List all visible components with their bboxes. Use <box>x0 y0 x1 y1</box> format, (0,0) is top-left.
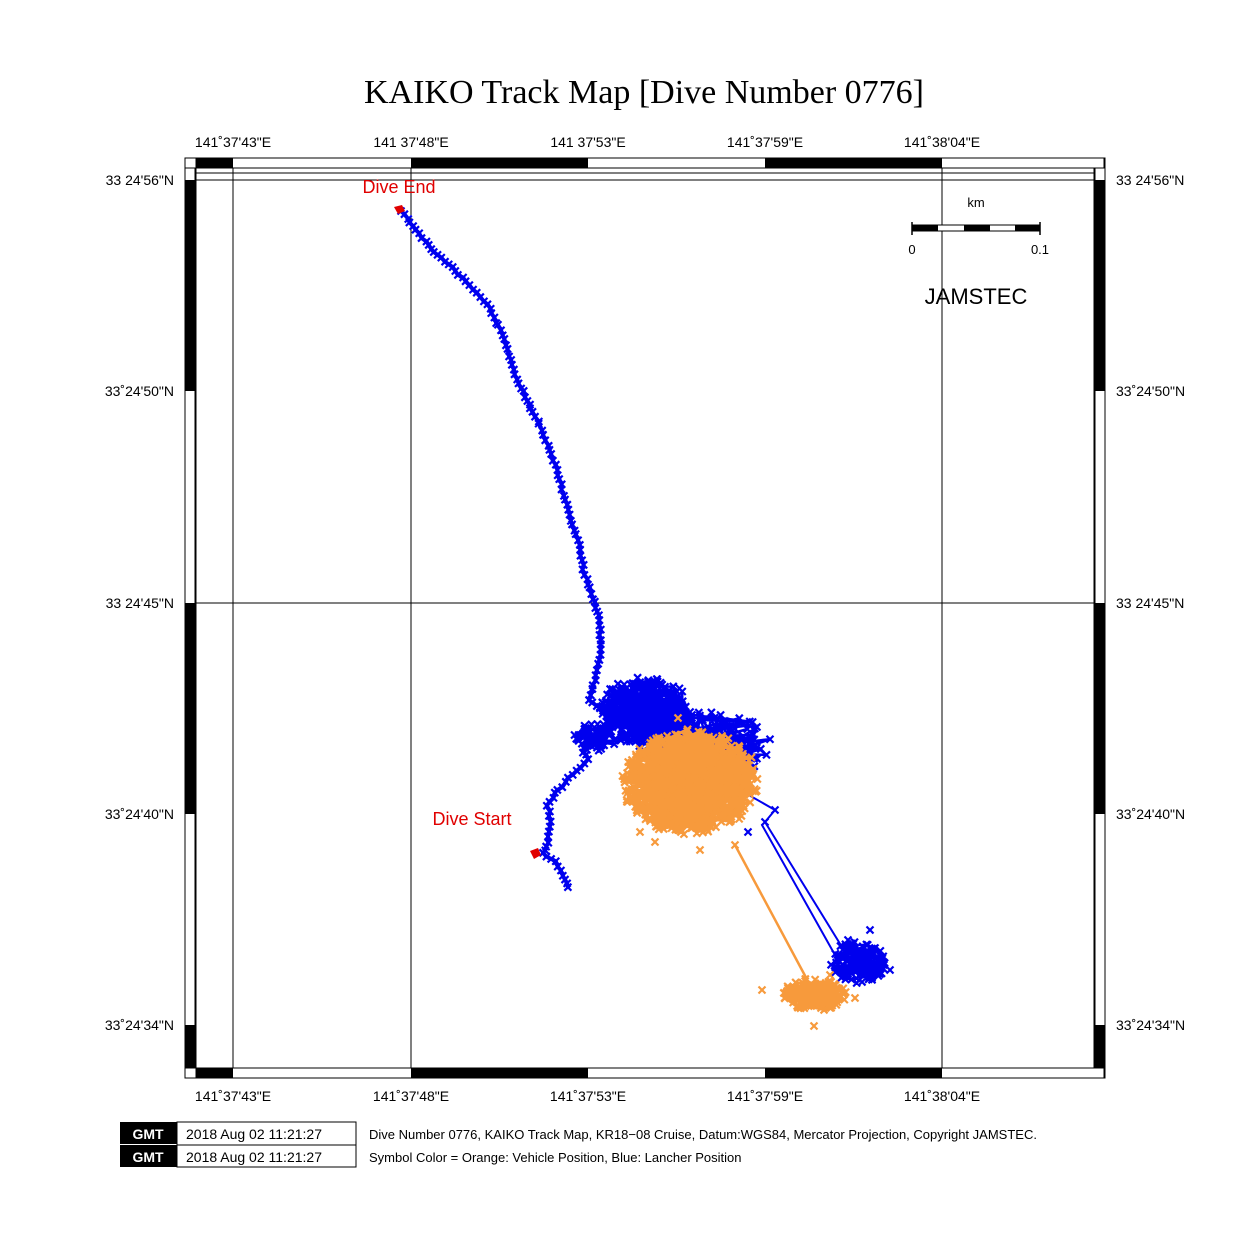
dive-start-marker <box>530 848 541 859</box>
right-tick-label: 33 24'56"N <box>1116 172 1184 188</box>
left-tick-label: 33 24'45"N <box>106 595 174 611</box>
bottom-tick-label: 141˚38'04"E <box>904 1088 980 1104</box>
bottom-tick-label: 141˚37'53"E <box>550 1088 626 1104</box>
position-markers <box>730 840 740 850</box>
scale-max-label: 0.1 <box>1031 242 1049 257</box>
right-tick-labels: 33 24'56"N 33˚24'50"N 33 24'45"N 33˚24'4… <box>1116 172 1185 1033</box>
map-frame <box>184 157 1106 1079</box>
gmt-timestamp-box: GMT GMT 2018 Aug 02 11:21:27 2018 Aug 02… <box>120 1121 357 1168</box>
left-tick-label: 33˚24'50"N <box>105 383 174 399</box>
position-markers <box>743 805 780 837</box>
scale-bar: km 0 0.1 <box>908 195 1049 257</box>
right-tick-label: 33˚24'50"N <box>1116 383 1185 399</box>
left-tick-label: 33˚24'34"N <box>105 1017 174 1033</box>
timestamp: 2018 Aug 02 11:21:27 <box>186 1126 322 1142</box>
vehicle-track <box>618 713 860 1031</box>
top-tick-label: 141˚38'04"E <box>904 134 980 150</box>
jamstec-label: JAMSTEC <box>925 284 1028 309</box>
gmt-logo: GMT <box>132 1149 164 1165</box>
track-line <box>739 789 851 961</box>
caption-line-1: Dive Number 0776, KAIKO Track Map, KR18−… <box>369 1127 1037 1142</box>
position-markers <box>826 937 889 988</box>
position-markers <box>779 974 850 1015</box>
left-tick-label: 33˚24'40"N <box>105 806 174 822</box>
position-markers <box>757 970 860 1031</box>
right-tick-label: 33 24'45"N <box>1116 595 1184 611</box>
right-tick-label: 33˚24'34"N <box>1116 1017 1185 1033</box>
scale-min-label: 0 <box>908 242 915 257</box>
bottom-tick-label: 141˚37'59"E <box>727 1088 803 1104</box>
bottom-tick-label: 141˚37'43"E <box>195 1088 271 1104</box>
left-tick-labels: 33 24'56"N 33˚24'50"N 33 24'45"N 33˚24'4… <box>105 172 174 1033</box>
dive-end-label: Dive End <box>362 177 435 197</box>
dive-start-label: Dive Start <box>432 809 511 829</box>
position-markers <box>627 713 727 855</box>
top-tick-label: 141 37'53"E <box>550 134 625 150</box>
caption-line-2: Symbol Color = Orange: Vehicle Position,… <box>369 1150 742 1165</box>
position-markers <box>843 925 895 987</box>
position-markers <box>570 719 620 755</box>
scale-unit-label: km <box>967 195 984 210</box>
top-tick-label: 141 37'48"E <box>373 134 448 150</box>
bottom-tick-labels: 141˚37'43"E 141˚37'48"E 141˚37'53"E 141˚… <box>195 1088 980 1104</box>
dive-end-marker <box>394 205 405 214</box>
top-tick-label: 141˚37'43"E <box>195 134 271 150</box>
right-tick-label: 33˚24'40"N <box>1116 806 1185 822</box>
timestamp: 2018 Aug 02 11:21:27 <box>186 1149 322 1165</box>
left-tick-label: 33 24'56"N <box>106 172 174 188</box>
gmt-logo: GMT <box>132 1126 164 1142</box>
map-title: KAIKO Track Map [Dive Number 0776] <box>364 74 924 111</box>
position-markers <box>618 725 762 839</box>
bottom-tick-label: 141˚37'48"E <box>373 1088 449 1104</box>
top-tick-labels: 141˚37'43"E 141 37'48"E 141 37'53"E 141˚… <box>195 134 980 150</box>
top-tick-label: 141˚37'59"E <box>727 134 803 150</box>
graticule <box>196 168 1094 1068</box>
